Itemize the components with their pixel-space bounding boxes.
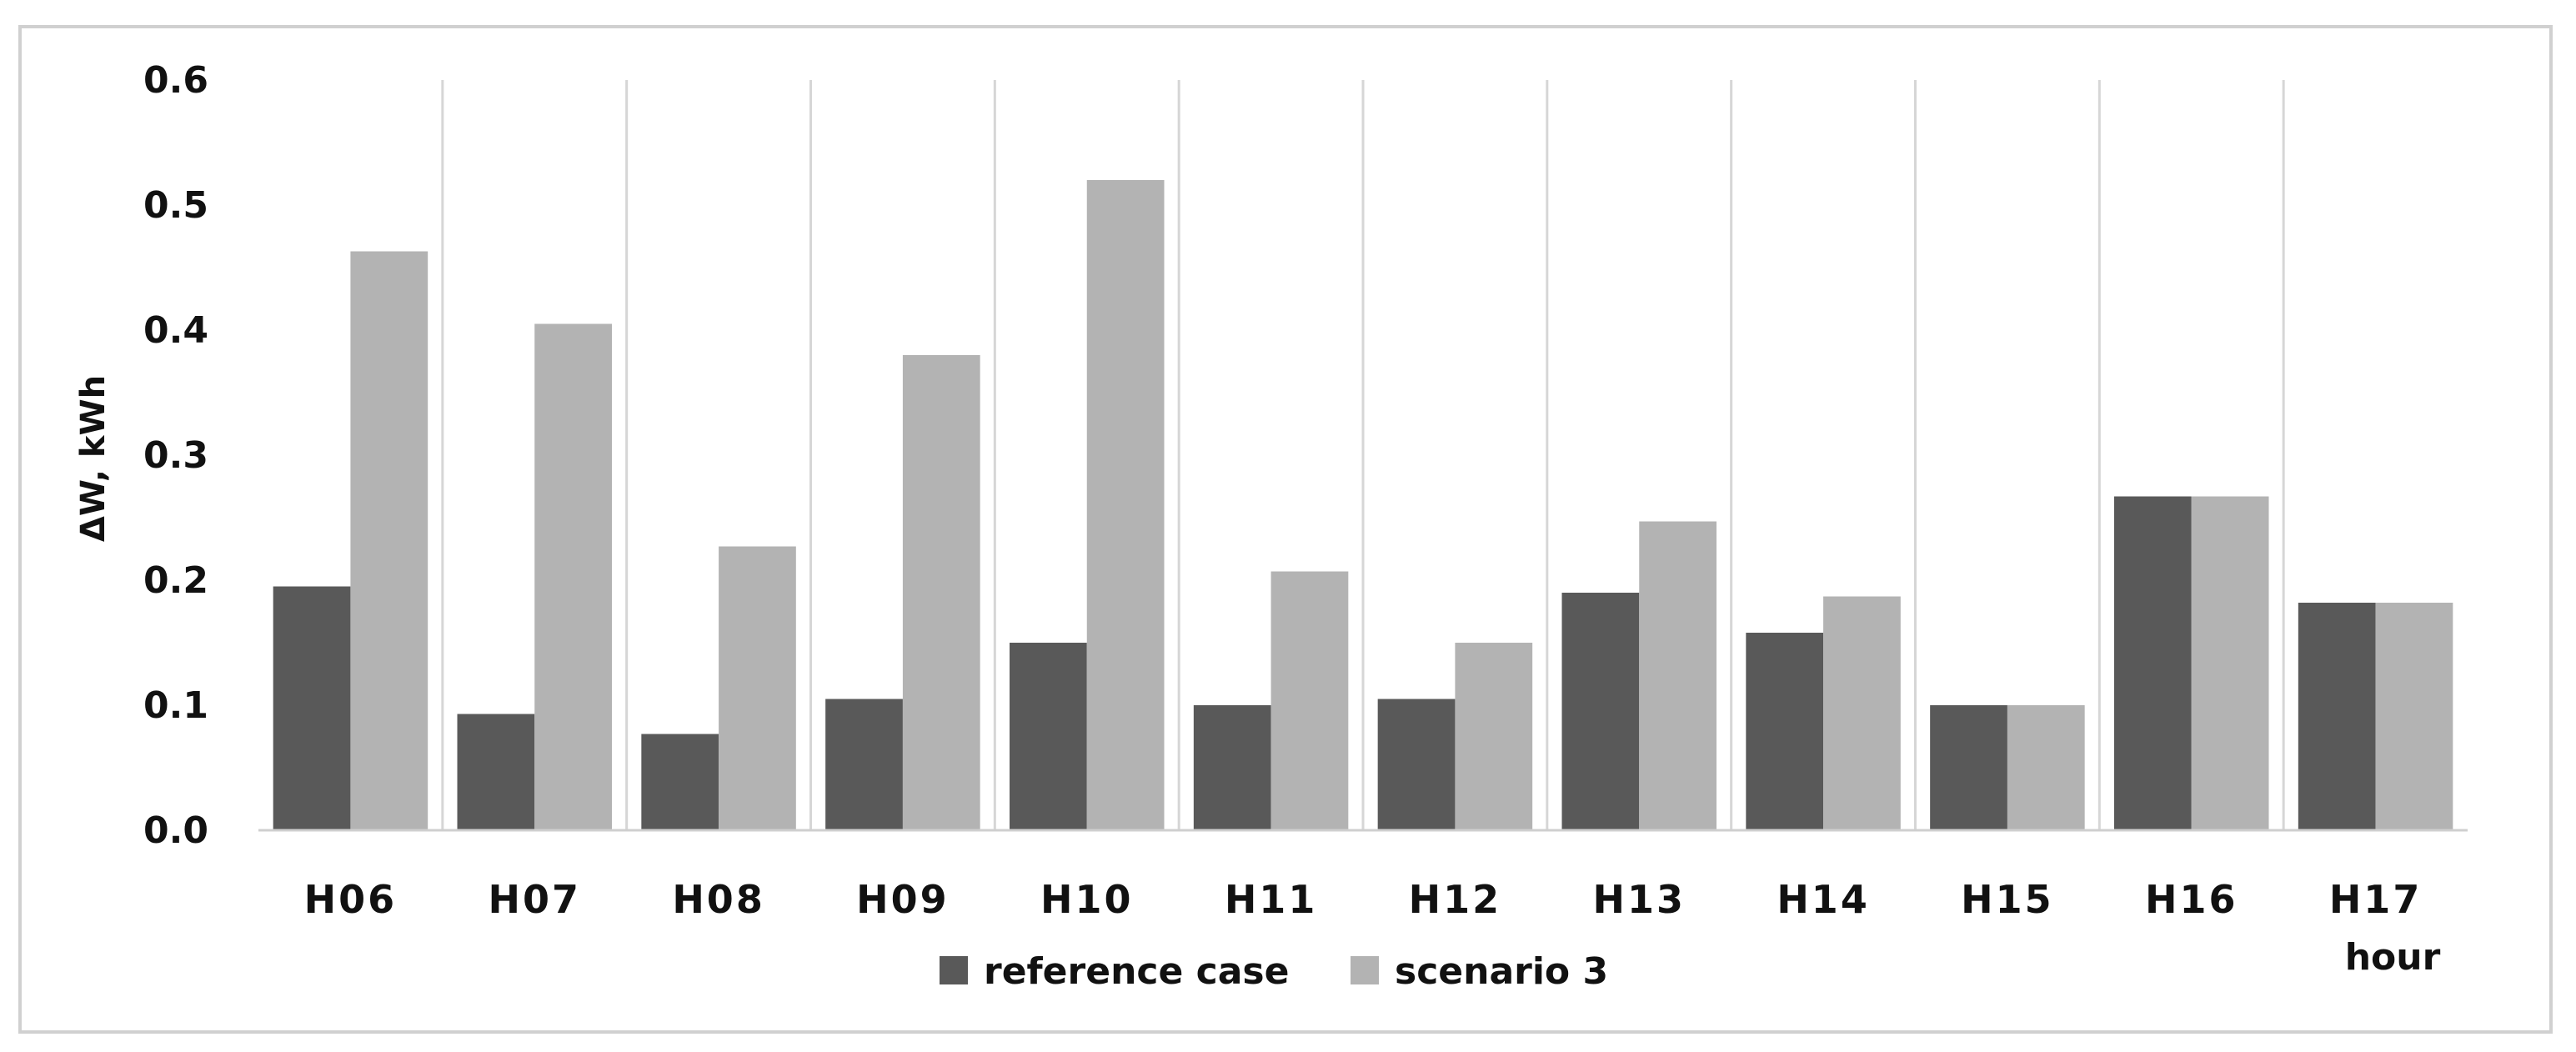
x-tick-label-H07: H07 bbox=[488, 877, 581, 922]
bar-reference-case-H12 bbox=[1377, 699, 1456, 830]
y-tick-label: 0.6 bbox=[143, 59, 208, 102]
bar-reference-case-H10 bbox=[1010, 643, 1087, 830]
x-tick-label-H17: H17 bbox=[2329, 877, 2423, 922]
y-tick-label: 0.4 bbox=[143, 309, 208, 352]
legend: reference case scenario 3 bbox=[940, 950, 1608, 993]
bar-reference-case-H06 bbox=[273, 586, 351, 830]
x-tick-label-H08: H08 bbox=[672, 877, 765, 922]
x-axis-ticks: H06 H07 H08 H09 H10 H11 H12 H13 H14 H15 H16 H17 bbox=[304, 877, 2423, 922]
x-tick-label-H13: H13 bbox=[1592, 877, 1686, 922]
y-tick-label: 0.3 bbox=[143, 434, 208, 477]
bar-scenario-3-H17 bbox=[2375, 603, 2453, 830]
legend-swatch-scenario-3 bbox=[1351, 956, 1379, 984]
bar-scenario-3-H09 bbox=[902, 355, 980, 830]
y-tick-label: 0.5 bbox=[143, 184, 208, 227]
y-tick-label: 0.1 bbox=[143, 684, 208, 727]
grid-lines bbox=[441, 80, 2285, 830]
x-tick-label-H14: H14 bbox=[1777, 877, 1870, 922]
bar-scenario-3-H11 bbox=[1270, 571, 1349, 830]
y-tick-label: 0.0 bbox=[143, 809, 208, 852]
x-tick-label-H06: H06 bbox=[304, 877, 398, 922]
bar-scenario-3-H16 bbox=[2191, 496, 2269, 830]
legend-label-reference-case: reference case bbox=[984, 950, 1289, 993]
x-axis-label: hour bbox=[2345, 936, 2441, 979]
bar-scenario-3-H12 bbox=[1455, 643, 1533, 830]
x-tick-label-H09: H09 bbox=[856, 877, 950, 922]
bar-scenario-3-H06 bbox=[350, 251, 428, 830]
bar-reference-case-H14 bbox=[1746, 633, 1824, 830]
bar-reference-case-H07 bbox=[457, 714, 535, 830]
bar-reference-case-H08 bbox=[641, 734, 719, 830]
y-axis-ticks: 0.0 0.1 0.2 0.3 0.4 0.5 0.6 bbox=[143, 59, 208, 852]
bar-scenario-3-H13 bbox=[1639, 521, 1716, 830]
bar-reference-case-H13 bbox=[1561, 593, 1640, 830]
bar-reference-case-H11 bbox=[1193, 705, 1271, 830]
bar-reference-case-H16 bbox=[2114, 496, 2192, 830]
y-axis-label: ΔW, kWh bbox=[74, 375, 113, 542]
bar-scenario-3-H10 bbox=[1086, 180, 1165, 830]
x-tick-label-H15: H15 bbox=[1961, 877, 2054, 922]
bar-scenario-3-H15 bbox=[2007, 705, 2085, 830]
bar-scenario-3-H08 bbox=[719, 546, 796, 830]
legend-label-scenario-3: scenario 3 bbox=[1395, 950, 1608, 993]
y-tick-label: 0.2 bbox=[143, 559, 208, 602]
legend-swatch-reference-case bbox=[940, 956, 968, 984]
x-tick-label-H11: H11 bbox=[1225, 877, 1318, 922]
x-tick-label-H10: H10 bbox=[1040, 877, 1134, 922]
bar-scenario-3-H14 bbox=[1823, 596, 1901, 830]
x-tick-label-H16: H16 bbox=[2145, 877, 2238, 922]
bars bbox=[273, 180, 2453, 830]
x-tick-label-H12: H12 bbox=[1409, 877, 1502, 922]
bar-reference-case-H15 bbox=[1930, 705, 2007, 830]
bar-reference-case-H17 bbox=[2298, 603, 2376, 830]
bar-reference-case-H09 bbox=[825, 699, 903, 830]
bar-scenario-3-H07 bbox=[534, 323, 612, 830]
